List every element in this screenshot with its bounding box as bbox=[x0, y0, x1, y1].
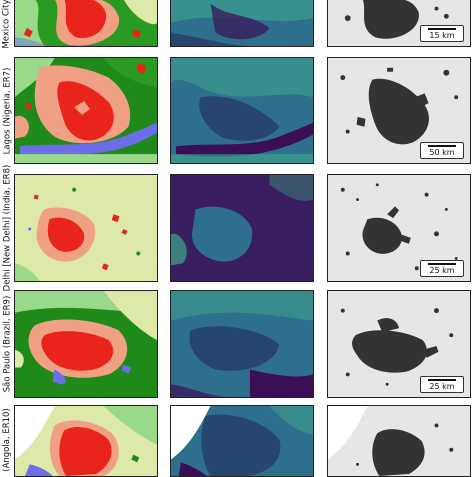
panel-index-lagos bbox=[170, 57, 314, 164]
row-label-delhi: Delhi [New Delhi] (India, ER8) bbox=[0, 165, 14, 292]
row-label-saopaulo: São Paulo (Brazil, ER9) bbox=[0, 290, 14, 398]
panel-index-delhi bbox=[170, 174, 314, 282]
row-label-text: Delhi [New Delhi] (India, ER8) bbox=[2, 164, 13, 292]
scale-bar: 25 km bbox=[420, 260, 464, 277]
panel-landcover-delhi bbox=[14, 174, 158, 282]
scale-bar: 15 km bbox=[420, 25, 464, 42]
panel-index-angola bbox=[170, 405, 314, 477]
panel-mask-delhi: 25 km bbox=[327, 174, 471, 282]
panel-landcover-angola bbox=[14, 405, 158, 477]
scale-bar-line bbox=[428, 145, 456, 147]
panel-mask-mexico: 15 km bbox=[327, 0, 471, 47]
row-label-lagos: Lagos (Nigeria, ER7) bbox=[0, 57, 14, 164]
panel-landcover-saopaulo bbox=[14, 290, 158, 398]
panel-landcover-lagos bbox=[14, 57, 158, 164]
scale-bar-line bbox=[428, 263, 456, 265]
panel-mask-lagos: 50 km bbox=[327, 57, 471, 164]
scale-bar-label: 25 km bbox=[429, 266, 455, 275]
scale-bar: 50 km bbox=[420, 142, 464, 159]
panel-landcover-mexico bbox=[14, 0, 158, 47]
row-label-text: (Angola, ER10) bbox=[2, 407, 12, 472]
scale-bar-label: 25 km bbox=[429, 382, 455, 391]
panel-mask-saopaulo: 25 km bbox=[327, 290, 471, 398]
panel-index-mexico bbox=[170, 0, 314, 47]
row-label-text: Mexico City bbox=[2, 0, 13, 49]
row-label-angola: (Angola, ER10) bbox=[0, 405, 14, 474]
row-label-mexico: Mexico City bbox=[0, 0, 14, 49]
scale-bar-line bbox=[428, 28, 456, 30]
scale-bar-line bbox=[428, 379, 456, 381]
scale-bar-label: 15 km bbox=[429, 31, 455, 40]
panel-mask-angola bbox=[327, 405, 471, 477]
row-label-text: Lagos (Nigeria, ER7) bbox=[2, 67, 12, 154]
scale-bar: 25 km bbox=[420, 376, 464, 393]
row-label-text: São Paulo (Brazil, ER9) bbox=[2, 295, 12, 393]
scale-bar-label: 50 km bbox=[429, 148, 455, 157]
panel-index-saopaulo bbox=[170, 290, 314, 398]
